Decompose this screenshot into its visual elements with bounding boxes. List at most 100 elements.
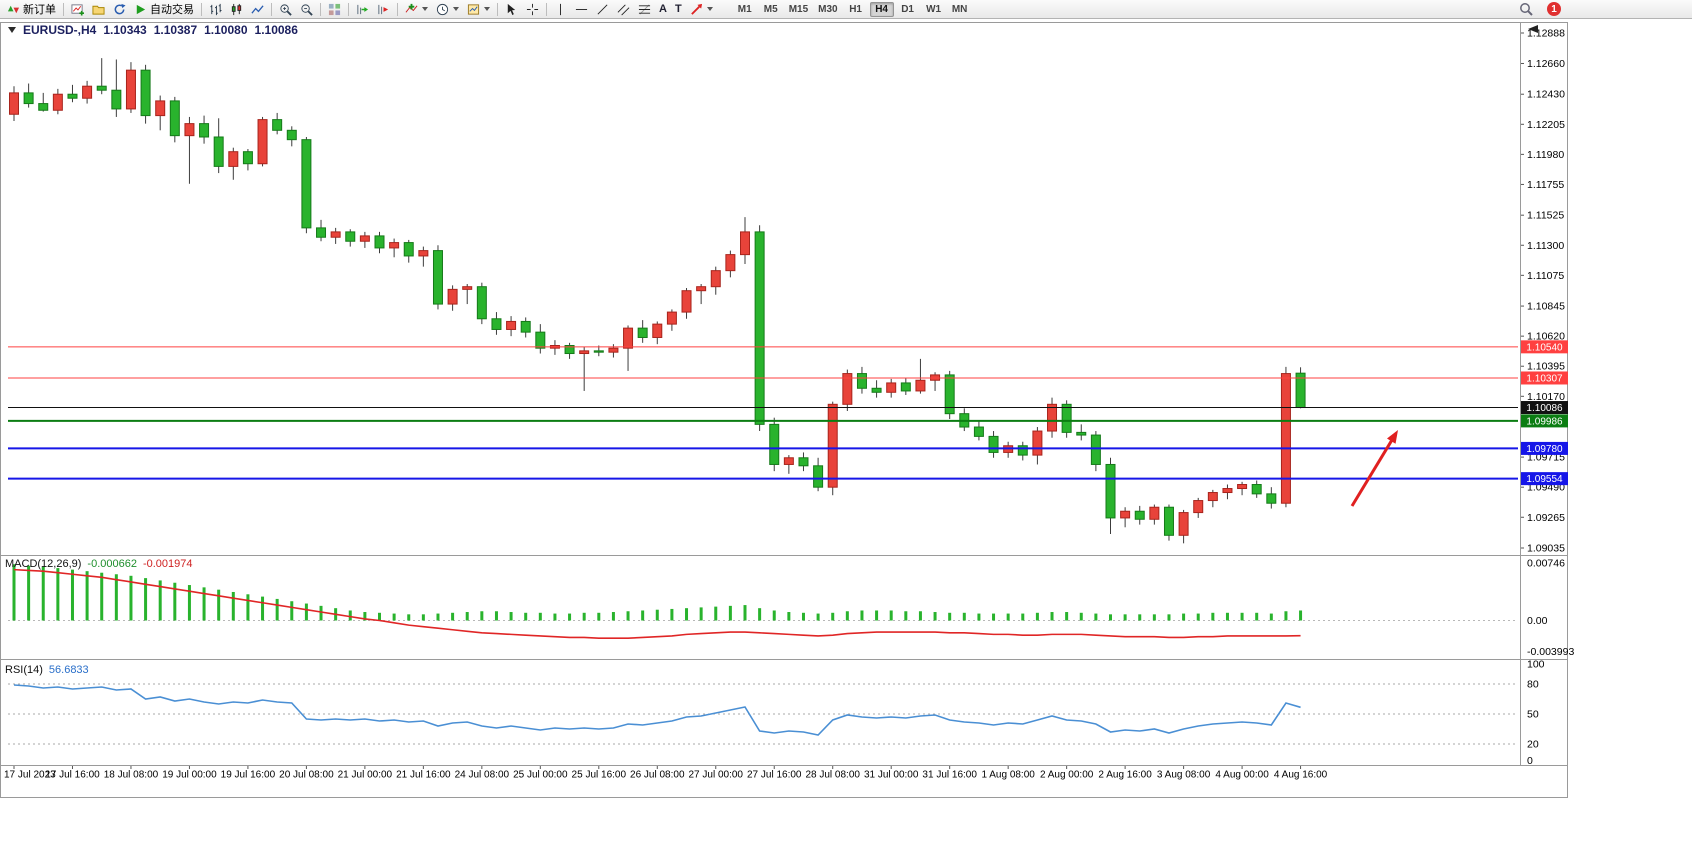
candle: [301, 136, 312, 234]
periods-button[interactable]: [432, 1, 463, 18]
text-button[interactable]: A: [655, 1, 671, 18]
price-tick-label: 1.11525: [1527, 210, 1564, 222]
horizontal-line-button[interactable]: [571, 1, 592, 18]
notification-badge[interactable]: 1: [1547, 2, 1561, 16]
timeframe-button-h4[interactable]: H4: [869, 1, 894, 17]
timeframe-button-w1[interactable]: W1: [922, 2, 946, 17]
price-tick-label: 1.12660: [1527, 58, 1565, 70]
tile-windows-button[interactable]: [324, 1, 345, 18]
macd-bar: [1006, 613, 1010, 621]
line-chart-button[interactable]: [247, 1, 268, 18]
timeframe-button-m1[interactable]: M1: [733, 2, 757, 17]
macd-bar: [714, 606, 718, 621]
candle: [944, 370, 955, 420]
macd-bar: [1269, 613, 1273, 621]
macd-bar: [582, 612, 586, 621]
macd-bar: [1284, 611, 1288, 621]
price-chart-canvas[interactable]: 1.128881.126601.124301.122051.119801.117…: [0, 19, 1692, 848]
arrows-tool-button[interactable]: [686, 1, 717, 18]
candlestick-chart-button[interactable]: [226, 1, 247, 18]
candle: [1017, 441, 1028, 461]
timeframe-button-m30[interactable]: M30: [814, 2, 841, 17]
one-click-trading-toggle[interactable]: [8, 27, 16, 33]
macd-bar: [568, 613, 572, 621]
time-label: 1 Aug 08:00: [981, 770, 1035, 781]
candle: [1105, 457, 1116, 534]
timeframe-button-m5[interactable]: M5: [759, 2, 783, 17]
templates-button[interactable]: [463, 1, 494, 18]
candle: [491, 312, 502, 335]
new-chart-button[interactable]: [67, 1, 88, 18]
macd-bar: [889, 610, 893, 621]
timeframe-button-mn[interactable]: MN: [948, 2, 972, 17]
macd-bar: [275, 598, 279, 621]
vertical-line-button[interactable]: [550, 1, 571, 18]
time-label: 19 Jul 16:00: [221, 770, 276, 781]
macd-bar: [626, 611, 630, 621]
macd-bar: [451, 612, 455, 621]
arrow-annotation-head[interactable]: [1386, 430, 1398, 444]
chart-shift-button[interactable]: [373, 1, 394, 18]
macd-bar: [1109, 614, 1112, 621]
cursor-button[interactable]: [501, 1, 522, 18]
macd-bar: [1138, 614, 1142, 621]
zoom-in-button[interactable]: [275, 1, 296, 18]
indicators-button[interactable]: [401, 1, 432, 18]
price-marker-badge: 1.09986: [1521, 414, 1568, 428]
auto-trading-play-icon: [136, 4, 146, 14]
timeframe-button-m15[interactable]: M15: [785, 2, 812, 17]
chart-window[interactable]: EURUSD-,H4 1.10343 1.10387 1.10080 1.100…: [0, 19, 1692, 848]
new-order-button[interactable]: 新订单: [3, 1, 60, 18]
macd-bar: [1021, 613, 1025, 621]
candle: [257, 116, 268, 167]
bar-chart-button[interactable]: [205, 1, 226, 18]
candle: [856, 366, 867, 394]
search-button[interactable]: [1515, 1, 1537, 18]
candle: [96, 58, 107, 95]
auto-trading-button[interactable]: 自动交易: [130, 1, 198, 18]
svg-text:1.09986: 1.09986: [1526, 416, 1563, 427]
macd-bar: [860, 610, 864, 621]
new-order-icon: [7, 5, 20, 13]
arrow-tool-icon: [690, 3, 702, 15]
line-chart-icon: [251, 4, 264, 14]
macd-bar: [494, 611, 498, 621]
fibonacci-button[interactable]: [634, 1, 655, 18]
macd-bar: [524, 612, 528, 621]
candle: [1090, 431, 1101, 472]
text-tool-icon: A: [659, 3, 667, 15]
cursor-icon: [507, 3, 516, 15]
candle: [769, 417, 780, 472]
macd-bar: [509, 612, 513, 621]
macd-bar: [187, 585, 191, 621]
equidistant-channel-button[interactable]: [613, 1, 634, 18]
timeframe-button-d1[interactable]: D1: [896, 2, 920, 17]
macd-signal-line: [13, 568, 1301, 640]
zoom-out-button[interactable]: [296, 1, 317, 18]
macd-bar: [465, 612, 469, 621]
candle: [1032, 427, 1043, 465]
macd-bar: [231, 591, 235, 621]
macd-bar: [875, 610, 879, 621]
scroll-marker[interactable]: [1528, 25, 1538, 33]
toolbar-separator: [397, 2, 398, 16]
macd-bar: [202, 587, 206, 621]
refresh-button[interactable]: [109, 1, 130, 18]
price-tick-label: 1.11755: [1527, 179, 1564, 191]
candle: [535, 324, 546, 354]
candle: [1207, 489, 1218, 508]
auto-scroll-button[interactable]: [352, 1, 373, 18]
candle: [666, 309, 677, 331]
timeframe-button-h1[interactable]: H1: [844, 2, 868, 17]
arrow-annotation[interactable]: [1350, 437, 1395, 507]
trendline-button[interactable]: [592, 1, 613, 18]
macd-bar: [100, 572, 104, 621]
crosshair-button[interactable]: [522, 1, 543, 18]
price-tick-label: 1.09035: [1527, 543, 1565, 555]
text-label-button[interactable]: T: [671, 1, 686, 18]
candle: [403, 239, 414, 263]
profiles-button[interactable]: [88, 1, 109, 18]
price-tick-label: 1.10170: [1527, 391, 1565, 403]
macd-bar: [56, 568, 60, 621]
macd-bar: [378, 612, 381, 621]
